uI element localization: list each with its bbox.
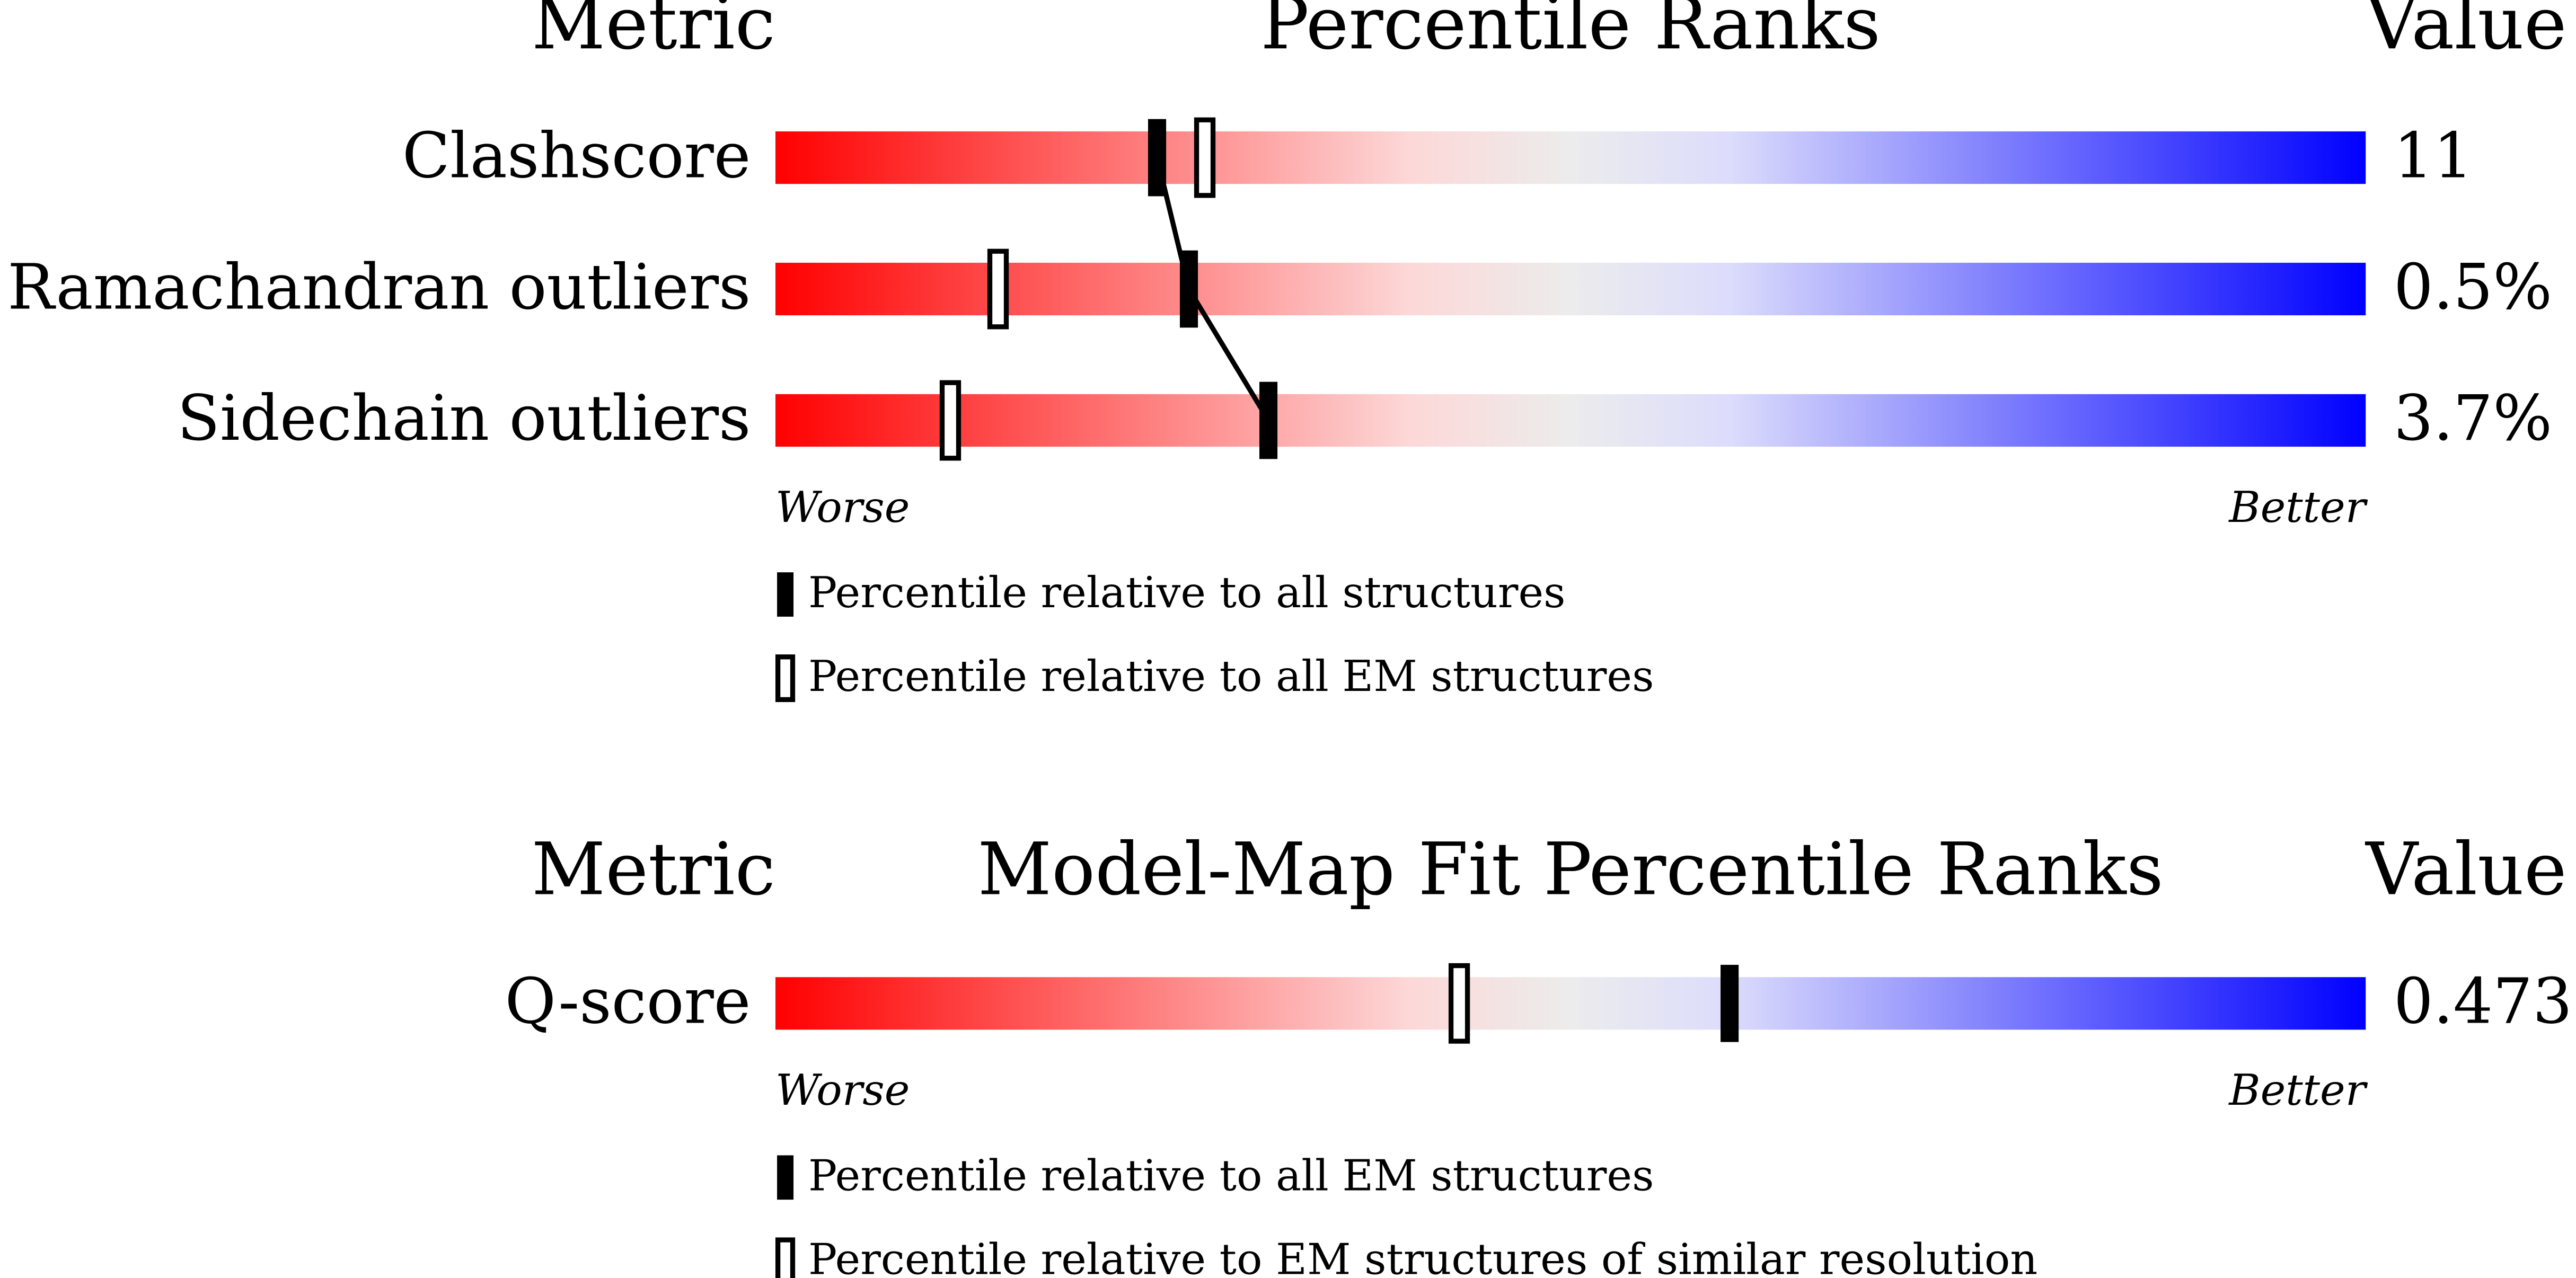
- header-value: Value: [2365, 0, 2566, 66]
- percentile-bar: [775, 977, 2366, 1030]
- better-label: Better: [2228, 483, 2368, 532]
- legend-swatch: [775, 654, 796, 703]
- header-metric: Metric: [532, 0, 775, 66]
- metric-value: 0.473: [2394, 965, 2572, 1038]
- metric-label: Clashscore: [402, 119, 751, 192]
- marker-open: [1448, 963, 1470, 1044]
- chart-title: Model-Map Fit Percentile Ranks: [977, 828, 2163, 912]
- better-label: Better: [2228, 1066, 2368, 1115]
- marker-filled: [1179, 250, 1198, 328]
- percentile-bar: [775, 131, 2366, 184]
- marker-filled: [1259, 381, 1278, 459]
- header-metric: Metric: [532, 828, 775, 912]
- legend-label: Percentile relative to EM structures of …: [808, 1235, 2037, 1278]
- metric-label: Sidechain outliers: [177, 382, 751, 455]
- metric-value: 3.7%: [2394, 382, 2552, 455]
- worse-label: Worse: [775, 1066, 910, 1115]
- legend-label: Percentile relative to all structures: [808, 568, 1566, 618]
- metric-value: 11: [2394, 119, 2473, 192]
- metric-value: 0.5%: [2394, 251, 2552, 323]
- legend-swatch: [775, 1237, 796, 1278]
- marker-open: [987, 248, 1009, 330]
- metric-label: Ramachandran outliers: [7, 251, 751, 323]
- marker-filled: [1721, 964, 1739, 1042]
- metric-label: Q-score: [505, 965, 751, 1038]
- chart-title: Percentile Ranks: [1260, 0, 1881, 66]
- legend-swatch: [777, 1155, 794, 1200]
- worse-label: Worse: [775, 483, 910, 532]
- percentile-bar: [775, 394, 2366, 447]
- legend-label: Percentile relative to all EM structures: [808, 1151, 1654, 1201]
- marker-open: [939, 380, 961, 461]
- legend-swatch: [777, 572, 794, 617]
- header-value: Value: [2365, 828, 2566, 912]
- percentile-bar: [775, 262, 2366, 316]
- marker-open: [1194, 117, 1216, 198]
- marker-filled: [1148, 119, 1167, 197]
- legend-label: Percentile relative to all EM structures: [808, 652, 1654, 702]
